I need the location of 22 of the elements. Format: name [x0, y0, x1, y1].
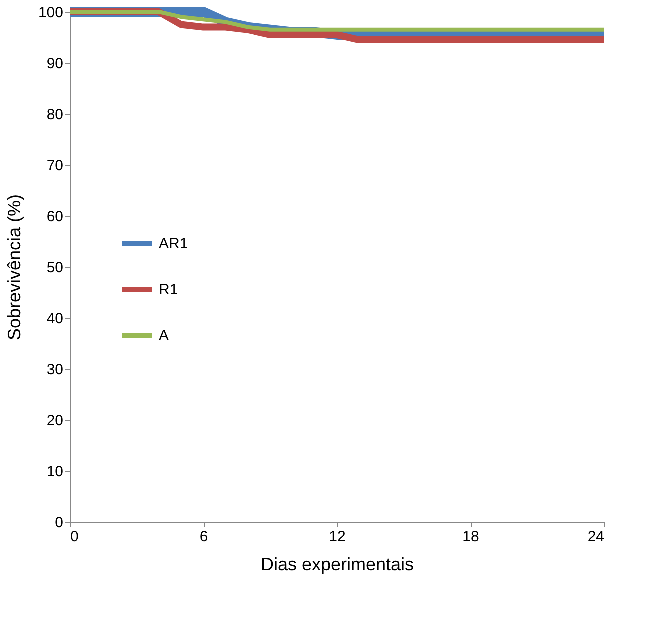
x-tick-label: 0 [70, 528, 79, 546]
y-tick-label: 0 [55, 514, 64, 532]
x-tick-label: 6 [200, 528, 208, 546]
y-tick-label: 50 [46, 260, 64, 276]
y-tick-label: 100 [38, 4, 64, 22]
legend-label: R1 [159, 282, 178, 299]
y-tick-label: 30 [46, 362, 64, 378]
y-tick-label: 70 [46, 158, 64, 174]
y-tick-label: 90 [46, 56, 64, 72]
legend-label: A [159, 328, 170, 345]
y-tick-label: 20 [46, 412, 64, 430]
y-tick-label: 60 [46, 208, 64, 226]
y-tick-label: 80 [46, 106, 64, 124]
legend-label: AR1 [159, 236, 188, 253]
y-tick-label: 10 [46, 464, 64, 480]
y-tick-label: 40 [46, 310, 64, 328]
x-tick-label: 24 [588, 528, 604, 546]
line-series [68, 10, 606, 32]
y-axis-title: Sobrevivência (%) [4, 194, 24, 341]
x-axis-title: Dias experimentais [260, 554, 414, 574]
x-tick-label: 18 [462, 528, 480, 546]
x-tick-label: 12 [329, 528, 346, 546]
